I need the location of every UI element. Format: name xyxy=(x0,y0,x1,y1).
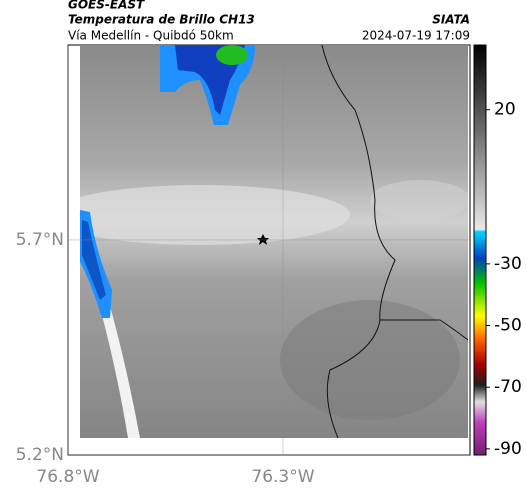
colorbar-label: -70 xyxy=(494,377,522,397)
colorbar-label: 20 xyxy=(494,100,516,120)
colorbar-label: -90 xyxy=(494,439,522,459)
subtitle: Vía Medellín - Quibdó 50km xyxy=(68,29,234,43)
x-tick-label: 76.3°W xyxy=(251,467,314,487)
source: GOES-EAST xyxy=(68,0,145,12)
colorbar xyxy=(473,44,487,456)
city-marker xyxy=(257,234,269,245)
agency: SIATA xyxy=(432,13,470,27)
colorbar-label: -30 xyxy=(494,254,522,274)
colorbar-label: -50 xyxy=(494,316,522,336)
x-tick-label: 76.8°W xyxy=(36,467,99,487)
y-tick-label: 5.2°N xyxy=(16,445,64,465)
timestamp: 2024-07-19 17:09 xyxy=(362,29,470,43)
y-tick-label: 5.7°N xyxy=(16,230,64,250)
satellite-image xyxy=(80,45,468,438)
title: Temperatura de Brillo CH13 xyxy=(68,13,255,27)
